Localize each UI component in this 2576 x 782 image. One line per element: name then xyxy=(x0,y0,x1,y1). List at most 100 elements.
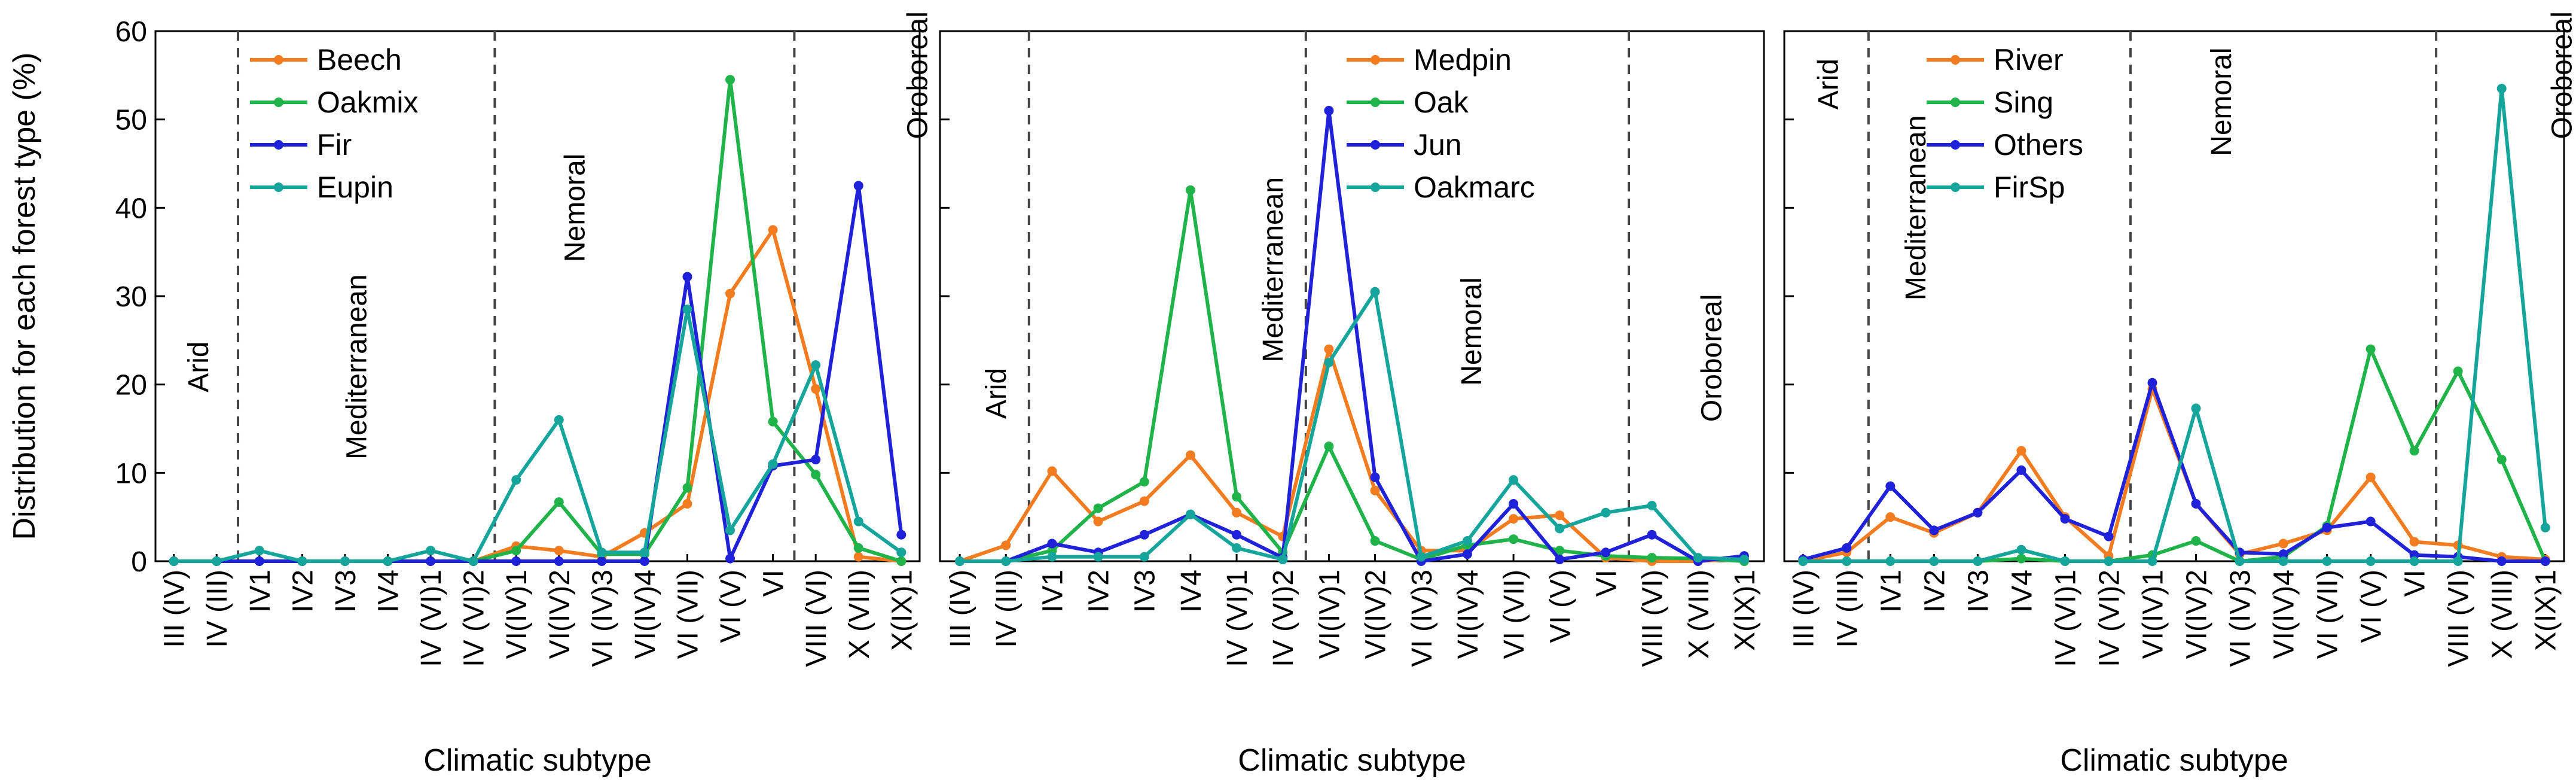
data-point xyxy=(212,556,222,566)
data-point xyxy=(768,225,778,235)
series-line-eupin xyxy=(173,308,903,563)
x-tick-label: IV (VI)1 xyxy=(416,570,447,667)
zone-label: Oroboreal xyxy=(902,11,933,139)
data-point xyxy=(811,360,821,370)
x-tick-label: VIII (VI) xyxy=(801,570,832,667)
zone-label: Mediterranean xyxy=(1900,115,1932,301)
data-point xyxy=(554,556,564,566)
data-point xyxy=(2191,403,2201,413)
data-point xyxy=(2060,514,2070,524)
data-point xyxy=(682,305,692,315)
data-point xyxy=(1185,450,1195,460)
data-point xyxy=(1973,556,1983,566)
x-tick-label: IV (VI)1 xyxy=(2050,570,2081,667)
x-tick-label: VI xyxy=(1591,570,1622,597)
x-tick-label: IV (VI)2 xyxy=(1268,570,1299,667)
data-point xyxy=(2104,531,2114,541)
x-tick-label: X (VIII) xyxy=(2487,570,2519,659)
zone-label: Mediterranean xyxy=(341,274,373,460)
x-tick-label: VI(IV)4 xyxy=(2269,570,2300,659)
data-point xyxy=(1601,547,1611,558)
x-tick-label: VI(IV)4 xyxy=(630,570,661,659)
legend-label: Sing xyxy=(1994,86,2053,119)
data-point xyxy=(340,556,350,566)
legend-label: Others xyxy=(1994,128,2083,162)
legend-label: FirSp xyxy=(1994,171,2065,204)
data-point xyxy=(896,530,907,540)
x-tick-label: X(IX)1 xyxy=(2531,570,2562,651)
data-point xyxy=(639,556,649,566)
chart-panel-2: III (IV) IV (III) IV1 IV2 IV3 IV4 IV (VI)1 IV (… xyxy=(939,30,1765,778)
data-point xyxy=(955,556,965,566)
plot-frame xyxy=(154,30,921,562)
data-point xyxy=(597,556,607,566)
legend-marker xyxy=(274,182,283,192)
x-axis-title: Climatic subtype xyxy=(2060,743,2288,778)
data-point xyxy=(725,75,735,85)
data-point xyxy=(1929,525,1939,535)
y-tick-label: 30 xyxy=(115,281,147,313)
data-point xyxy=(1647,530,1657,540)
data-point xyxy=(1093,516,1103,527)
x-tick-label: VI(IV)1 xyxy=(501,570,533,659)
x-tick-label: IV4 xyxy=(1176,570,1207,613)
data-point xyxy=(2409,446,2419,456)
x-tick-label: IV2 xyxy=(1083,570,1115,613)
x-tick-label: IV (III) xyxy=(991,570,1023,648)
series-line-fir xyxy=(173,184,904,563)
data-point xyxy=(1647,500,1657,510)
legend-marker xyxy=(1951,182,1960,192)
data-point xyxy=(1555,510,1565,521)
legend-label: Oakmix xyxy=(317,86,418,119)
zone-label: Mediterranean xyxy=(1258,177,1289,363)
data-point xyxy=(2016,465,2026,475)
x-tick-label: VI (V) xyxy=(715,570,747,643)
data-point xyxy=(1739,555,1749,565)
data-point xyxy=(383,556,393,566)
data-point xyxy=(2322,522,2332,533)
x-tick-label: VIII (VI) xyxy=(2443,570,2475,667)
legend-label: Beech xyxy=(317,43,402,77)
data-point xyxy=(297,556,307,566)
series-line-beech xyxy=(173,228,902,563)
x-tick-label: X(IX)1 xyxy=(1729,570,1761,651)
data-point xyxy=(639,547,649,558)
data-point xyxy=(1798,556,1808,566)
x-tick-label: IV1 xyxy=(1875,570,1907,613)
x-tick-label: IV1 xyxy=(1037,570,1069,613)
legend-label: Eupin xyxy=(317,171,393,204)
data-point xyxy=(1232,530,1242,540)
x-tick-label: IV3 xyxy=(1130,570,1161,613)
legend-marker xyxy=(274,55,283,65)
data-point xyxy=(1232,543,1242,553)
x-axis-title: Climatic subtype xyxy=(1238,743,1466,778)
data-point xyxy=(2191,536,2201,546)
zone-label: Nemoral xyxy=(1456,277,1488,385)
data-point xyxy=(2235,556,2245,566)
x-tick-label: III (IV) xyxy=(159,570,191,648)
data-point xyxy=(1693,553,1703,563)
data-point xyxy=(1047,552,1057,562)
x-tick-label: VI (VII) xyxy=(672,570,704,659)
data-point xyxy=(853,552,863,562)
legend-marker xyxy=(1951,98,1960,107)
data-point xyxy=(1370,485,1380,495)
data-point xyxy=(1278,555,1288,565)
data-point xyxy=(2366,344,2376,354)
data-point xyxy=(682,483,692,493)
data-point xyxy=(1647,553,1657,563)
data-point xyxy=(1509,514,1519,524)
x-tick-label: VI (V) xyxy=(2356,570,2388,643)
data-point xyxy=(2496,556,2507,566)
legend-marker xyxy=(1371,98,1380,107)
legend-label: Fir xyxy=(317,128,352,162)
data-point xyxy=(2191,499,2201,509)
data-point xyxy=(682,272,692,282)
data-point xyxy=(725,525,735,535)
data-point xyxy=(853,543,863,553)
data-point xyxy=(1370,287,1380,297)
data-point xyxy=(1232,507,1242,518)
data-point xyxy=(2104,556,2114,566)
data-point xyxy=(1929,556,1939,566)
y-tick-label: 60 xyxy=(115,16,147,48)
